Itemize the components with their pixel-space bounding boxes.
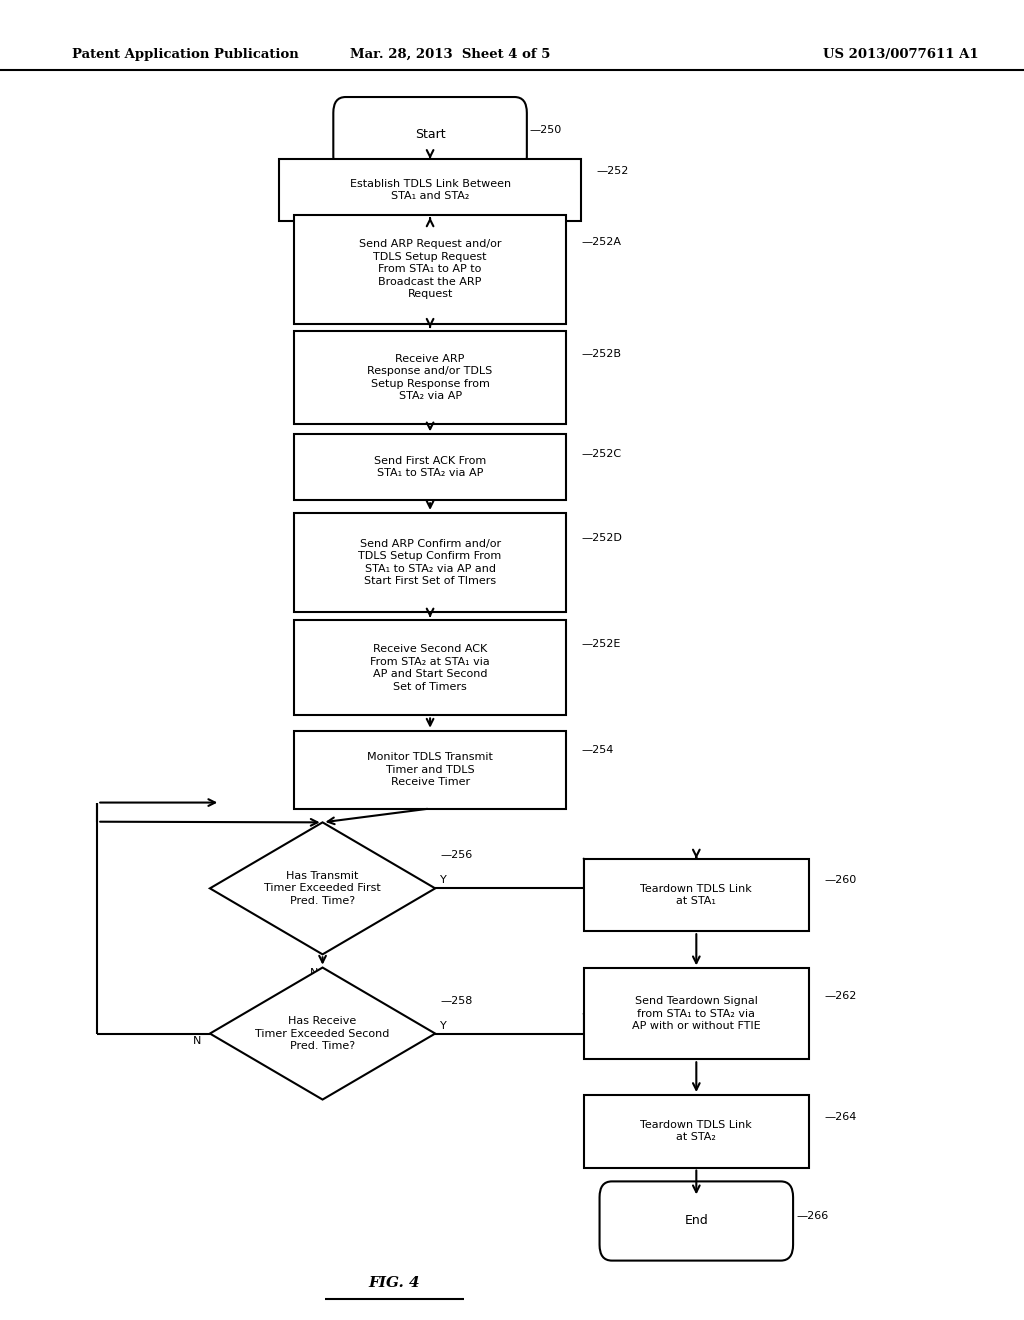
Text: —252: —252: [596, 166, 629, 177]
Polygon shape: [210, 822, 435, 954]
Text: —266: —266: [797, 1212, 828, 1221]
Bar: [279, 158, 581, 220]
Text: —252E: —252E: [582, 639, 621, 649]
Text: —252B: —252B: [582, 348, 622, 359]
Text: Mar. 28, 2013  Sheet 4 of 5: Mar. 28, 2013 Sheet 4 of 5: [350, 48, 551, 61]
Text: US 2013/0077611 A1: US 2013/0077611 A1: [823, 48, 979, 61]
Bar: [295, 513, 565, 612]
Text: Has Transmit
Timer Exceeded First
Pred. Time?: Has Transmit Timer Exceeded First Pred. …: [264, 871, 381, 906]
Text: Patent Application Publication: Patent Application Publication: [72, 48, 298, 61]
Text: —262: —262: [824, 990, 857, 1001]
Text: —252A: —252A: [582, 236, 622, 247]
Text: Teardown TDLS Link
at STA₂: Teardown TDLS Link at STA₂: [640, 1121, 753, 1142]
Text: Start: Start: [415, 128, 445, 141]
Bar: [295, 214, 565, 323]
Text: Send First ACK From
STA₁ to STA₂ via AP: Send First ACK From STA₁ to STA₂ via AP: [374, 457, 486, 478]
Text: Y: Y: [440, 1020, 447, 1031]
Bar: [295, 434, 565, 500]
FancyBboxPatch shape: [333, 96, 526, 172]
Text: Monitor TDLS Transmit
Timer and TDLS
Receive Timer: Monitor TDLS Transmit Timer and TDLS Rec…: [368, 752, 493, 787]
Text: Receive ARP
Response and/or TDLS
Setup Response from
STA₂ via AP: Receive ARP Response and/or TDLS Setup R…: [368, 354, 493, 401]
Text: Receive Second ACK
From STA₂ at STA₁ via
AP and Start Second
Set of Timers: Receive Second ACK From STA₂ at STA₁ via…: [371, 644, 489, 692]
Text: Establish TDLS Link Between
STA₁ and STA₂: Establish TDLS Link Between STA₁ and STA…: [349, 180, 511, 201]
Bar: [295, 620, 565, 715]
Bar: [295, 331, 565, 425]
Text: —264: —264: [824, 1111, 857, 1122]
Text: Has Receive
Timer Exceeded Second
Pred. Time?: Has Receive Timer Exceeded Second Pred. …: [255, 1016, 390, 1051]
Bar: [584, 969, 809, 1059]
Polygon shape: [210, 968, 435, 1100]
Text: FIG. 4: FIG. 4: [369, 1276, 420, 1290]
Text: —256: —256: [440, 850, 472, 861]
Text: N: N: [194, 1036, 202, 1047]
Text: —252D: —252D: [582, 532, 622, 543]
FancyBboxPatch shape: [600, 1181, 793, 1261]
Text: Send ARP Confirm and/or
TDLS Setup Confirm From
STA₁ to STA₂ via AP and
Start Fi: Send ARP Confirm and/or TDLS Setup Confi…: [358, 539, 502, 586]
Text: —250: —250: [530, 125, 562, 135]
Text: —260: —260: [824, 875, 856, 886]
Bar: [584, 1096, 809, 1168]
Bar: [295, 731, 565, 808]
Text: —258: —258: [440, 995, 473, 1006]
Text: Teardown TDLS Link
at STA₁: Teardown TDLS Link at STA₁: [640, 884, 753, 906]
Text: —254: —254: [582, 744, 613, 755]
Text: —252C: —252C: [582, 449, 622, 459]
Bar: [584, 859, 809, 932]
Text: Send ARP Request and/or
TDLS Setup Request
From STA₁ to AP to
Broadcast the ARP
: Send ARP Request and/or TDLS Setup Reque…: [358, 239, 502, 300]
Text: End: End: [684, 1214, 709, 1228]
Text: Y: Y: [440, 875, 447, 886]
Text: Send Teardown Signal
from STA₁ to STA₂ via
AP with or without FTIE: Send Teardown Signal from STA₁ to STA₂ v…: [632, 997, 761, 1031]
Text: N: N: [310, 968, 318, 978]
